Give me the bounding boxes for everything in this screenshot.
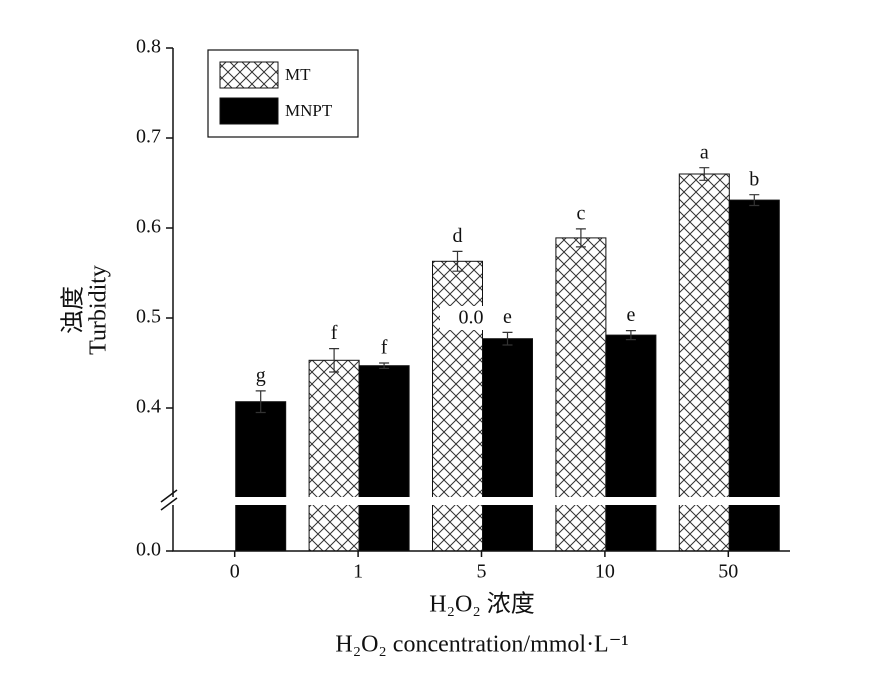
error-bar [625,330,636,341]
bar [678,173,730,552]
bar [235,401,287,552]
x-tick-label: 5 [477,561,487,583]
x-tick-label: 0 [230,561,240,583]
y-label: 浊度 [60,286,87,334]
significance-letter: a [700,141,709,163]
legend-label: MNPT [285,101,333,120]
error-bar [452,250,463,272]
significance-letter: e [503,306,512,328]
y-label: Turbidity [86,265,112,355]
legend-swatch [219,61,279,89]
annotation-bg [440,306,486,330]
legend-label: MT [285,65,311,84]
y-tick-label: 0.5 [136,306,161,328]
significance-letter: g [256,364,266,386]
axis-break [153,497,790,505]
bar [358,365,410,552]
significance-letter: f [381,337,388,359]
significance-letter: b [749,168,759,190]
significance-letter: d [453,225,463,247]
y-tick-label: 0.8 [136,36,161,58]
annotation: 0.0 [459,307,484,329]
error-bar [575,228,586,248]
x-label: H₂O₂ concentration/mmol·L⁻¹ [335,632,628,658]
legend-swatch [219,97,279,125]
y-tick-label: 0.0 [136,539,161,561]
x-tick-label: 10 [595,561,615,583]
bar [482,338,533,552]
significance-letter: f [331,322,338,344]
y-tick-label: 0.4 [136,396,161,418]
error-bar [749,194,760,207]
bar [308,359,360,552]
bar [728,199,780,552]
error-bar [699,167,710,181]
error-bar [379,362,390,369]
y-tick-label: 0.6 [136,216,161,238]
bar [605,334,657,552]
bar [432,260,483,552]
x-tick-label: 1 [353,561,363,583]
axis-break-mark [160,489,178,511]
error-bar [329,348,340,373]
x-tick-label: 50 [718,561,738,583]
significance-letter: c [576,202,585,224]
axis [172,48,790,552]
x-label: H₂O₂ 浓度 [429,591,534,618]
y-tick-label: 0.7 [136,126,161,148]
error-bar [502,331,513,346]
error-bar [255,390,266,414]
significance-letter: e [626,304,635,326]
